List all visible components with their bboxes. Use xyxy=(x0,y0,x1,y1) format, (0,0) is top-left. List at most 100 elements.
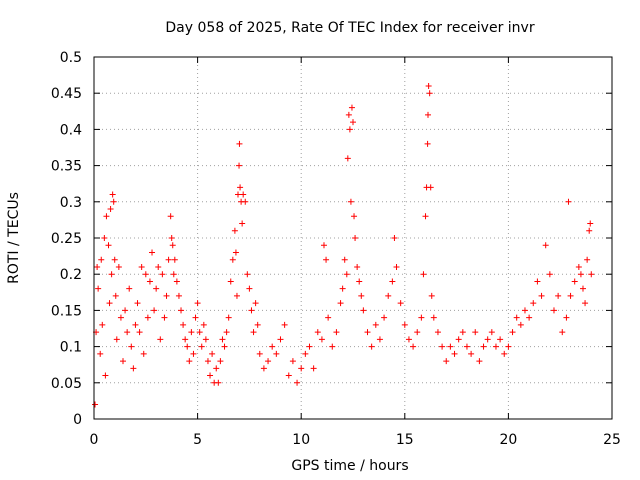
data-point xyxy=(103,213,110,220)
data-point xyxy=(136,329,143,336)
data-point xyxy=(173,278,180,285)
y-tick-label: 0.5 xyxy=(60,50,82,66)
data-point xyxy=(244,271,251,278)
data-point xyxy=(112,292,119,299)
data-point xyxy=(235,191,242,198)
data-point xyxy=(233,292,240,299)
data-point xyxy=(144,314,151,321)
data-point xyxy=(337,300,344,307)
data-point xyxy=(207,372,214,379)
data-point xyxy=(372,321,379,328)
data-point xyxy=(318,336,325,343)
data-point xyxy=(575,263,582,270)
data-point xyxy=(250,329,257,336)
data-point xyxy=(237,184,244,191)
data-point xyxy=(329,343,336,350)
data-point xyxy=(102,372,109,379)
y-tick-label: 0 xyxy=(73,412,82,428)
data-point xyxy=(463,343,470,350)
data-point xyxy=(225,314,232,321)
data-point xyxy=(142,271,149,278)
data-point xyxy=(360,307,367,314)
data-point xyxy=(111,256,118,263)
data-point xyxy=(109,191,116,198)
data-point xyxy=(242,198,249,205)
data-point xyxy=(468,350,475,357)
data-point xyxy=(260,365,267,372)
data-point xyxy=(517,321,524,328)
data-point xyxy=(414,329,421,336)
data-point xyxy=(94,263,101,270)
data-point xyxy=(298,365,305,372)
data-point xyxy=(567,292,574,299)
data-point xyxy=(92,401,99,408)
y-tick-label: 0.3 xyxy=(60,195,82,211)
data-point xyxy=(530,300,537,307)
data-point xyxy=(314,329,321,336)
data-point xyxy=(190,350,197,357)
data-point xyxy=(425,111,432,118)
grid-lines xyxy=(94,57,612,419)
data-point xyxy=(526,314,533,321)
data-point xyxy=(229,256,236,263)
data-points xyxy=(92,82,595,408)
data-point xyxy=(213,365,220,372)
data-point xyxy=(219,336,226,343)
data-point xyxy=(175,292,182,299)
data-point xyxy=(310,365,317,372)
data-point xyxy=(99,321,106,328)
data-point xyxy=(389,278,396,285)
y-tick-label: 0.05 xyxy=(51,376,82,392)
data-point xyxy=(196,329,203,336)
x-tick-label: 5 xyxy=(193,432,202,448)
data-point xyxy=(239,220,246,227)
data-point xyxy=(106,300,113,307)
data-point xyxy=(256,350,263,357)
data-point xyxy=(236,140,243,147)
data-point xyxy=(588,271,595,278)
data-point xyxy=(269,343,276,350)
data-point xyxy=(339,285,346,292)
data-point xyxy=(385,292,392,299)
data-point xyxy=(521,307,528,314)
data-point xyxy=(98,256,105,263)
data-point xyxy=(167,213,174,220)
data-point xyxy=(252,300,259,307)
y-tick-label: 0.2 xyxy=(60,267,82,283)
data-point xyxy=(180,321,187,328)
data-point xyxy=(405,336,412,343)
data-point xyxy=(455,336,462,343)
x-axis-label: GPS time / hours xyxy=(291,458,408,474)
data-point xyxy=(497,336,504,343)
data-point xyxy=(217,358,224,365)
data-point xyxy=(341,256,348,263)
data-point xyxy=(488,329,495,336)
y-tick-label: 0.15 xyxy=(51,303,82,319)
data-point xyxy=(364,329,371,336)
data-point xyxy=(134,300,141,307)
data-point xyxy=(323,256,330,263)
data-point xyxy=(424,140,431,147)
data-point xyxy=(231,227,238,234)
data-point xyxy=(153,285,160,292)
data-point xyxy=(425,82,432,89)
data-point xyxy=(348,104,355,111)
data-point xyxy=(265,358,272,365)
data-point xyxy=(434,329,441,336)
x-tick-label: 15 xyxy=(396,432,414,448)
data-point xyxy=(397,300,404,307)
data-point xyxy=(110,198,117,205)
data-point xyxy=(128,343,135,350)
data-point xyxy=(178,307,185,314)
data-point xyxy=(480,343,487,350)
data-point xyxy=(120,358,127,365)
chart-title: Day 058 of 2025, Rate Of TEC Index for r… xyxy=(165,20,534,36)
x-tick-label: 10 xyxy=(292,432,310,448)
data-point xyxy=(126,285,133,292)
data-point xyxy=(186,358,193,365)
data-point xyxy=(352,235,359,241)
data-point xyxy=(391,235,398,241)
data-point xyxy=(289,358,296,365)
data-point xyxy=(204,358,211,365)
data-point xyxy=(105,242,112,249)
